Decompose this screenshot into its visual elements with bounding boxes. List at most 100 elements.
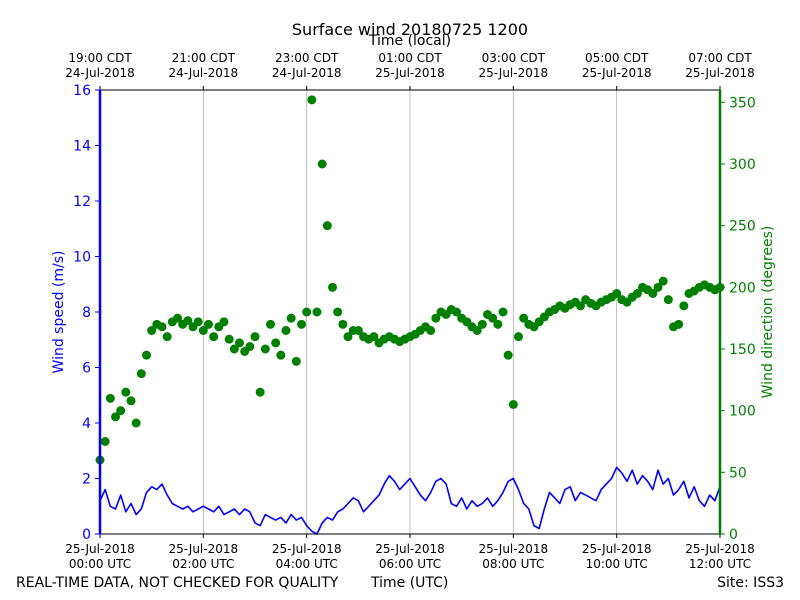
x-tick-label-time: 06:00 UTC <box>379 557 441 571</box>
y-tick-label: 14 <box>73 139 91 155</box>
x-tick-label-date: 25-Jul-2018 <box>65 542 135 556</box>
x2-tick-label-time: 21:00 CDT <box>172 51 236 65</box>
wind-direction-point <box>224 334 234 344</box>
wind-direction-point <box>519 313 529 323</box>
y2-tick-label: 250 <box>729 219 756 235</box>
wind-direction-point <box>488 313 498 323</box>
y2-tick-label: 350 <box>729 95 756 111</box>
y2-tick-label: 0 <box>729 527 738 543</box>
wind-direction-point <box>116 406 126 416</box>
wind-direction-series <box>95 95 725 465</box>
x2-tick-label-time: 01:00 CDT <box>378 51 442 65</box>
wind-direction-point <box>426 326 436 335</box>
wind-speed-line <box>99 466 721 535</box>
y-tick-label: 16 <box>73 83 91 99</box>
x2-tick-label-time: 03:00 CDT <box>482 51 546 65</box>
y2-tick-label: 100 <box>729 404 756 420</box>
x2-tick-label-time: 23:00 CDT <box>275 51 339 65</box>
wind-direction-point <box>105 393 115 403</box>
wind-direction-point <box>250 332 260 342</box>
wind-direction-point <box>157 322 167 332</box>
wind-direction-point <box>286 313 296 323</box>
y-tick-label: 0 <box>82 527 91 543</box>
wind-direction-point <box>126 396 136 406</box>
x2-tick-label-date: 24-Jul-2018 <box>65 66 135 80</box>
x-tick-label-date: 25-Jul-2018 <box>169 542 239 556</box>
wind-direction-point <box>648 289 658 298</box>
y-axis-label: Wind speed (m/s) <box>51 251 67 374</box>
wind-direction-point <box>493 319 503 329</box>
x-tick-label-time: 12:00 UTC <box>689 557 751 571</box>
wind-direction-point <box>235 338 244 348</box>
wind-direction-point <box>131 418 141 428</box>
wind-direction-point <box>312 307 322 317</box>
wind-direction-point <box>431 313 441 323</box>
wind-direction-point <box>209 332 219 342</box>
wind-direction-point <box>472 326 482 335</box>
wind-direction-point <box>343 332 353 342</box>
x2-tick-label-time: 07:00 CDT <box>688 51 752 65</box>
wind-direction-point <box>297 319 306 329</box>
site-label: Site: ISS3 <box>717 575 784 591</box>
wind-direction-point <box>111 412 120 422</box>
y-tick-label: 10 <box>73 250 91 266</box>
wind-direction-point <box>514 332 523 342</box>
x2-tick-label-date: 25-Jul-2018 <box>375 66 445 80</box>
y2-tick-label: 300 <box>729 157 756 173</box>
wind-direction-point <box>136 369 146 379</box>
wind-direction-point <box>198 326 208 335</box>
wind-direction-point <box>498 307 508 317</box>
wind-direction-point <box>679 301 689 311</box>
x-tick-label-time: 02:00 UTC <box>172 557 234 571</box>
chart-title: Surface wind 20180725 1200 <box>291 20 529 39</box>
x2-tick-label-date: 24-Jul-2018 <box>272 66 342 80</box>
wind-direction-point <box>632 289 642 298</box>
wind-direction-point <box>477 319 487 329</box>
wind-direction-point <box>328 282 337 292</box>
wind-direction-point <box>307 95 317 105</box>
wind-direction-point <box>333 307 343 317</box>
wind-direction-point <box>503 350 513 360</box>
left-axis-ticks: 0 2 4 6 8 10 12 14 16 <box>73 83 100 543</box>
y2-tick-label: 200 <box>729 280 756 296</box>
x-tick-label-time: 04:00 UTC <box>276 557 338 571</box>
wind-direction-point <box>653 282 663 292</box>
x-tick-label-date: 25-Jul-2018 <box>375 542 445 556</box>
x-tick-label-time: 08:00 UTC <box>482 557 544 571</box>
wind-direction-point <box>353 326 363 335</box>
wind-direction-point <box>219 317 229 327</box>
wind-direction-point <box>338 319 348 329</box>
y2-axis-label: Wind direction (degrees) <box>760 226 776 399</box>
wind-direction-point <box>317 159 327 169</box>
wind-direction-point <box>302 307 312 317</box>
wind-direction-point <box>612 289 622 298</box>
wind-direction-point <box>369 332 379 342</box>
wind-direction-point <box>183 316 193 326</box>
wind-direction-point <box>271 338 281 348</box>
wind-direction-point <box>173 313 182 323</box>
y2-tick-label: 150 <box>729 342 756 358</box>
vertical-grid <box>99 90 721 534</box>
x-tick-label-date: 25-Jul-2018 <box>582 542 652 556</box>
wind-direction-point <box>245 342 255 352</box>
x-tick-label-date: 25-Jul-2018 <box>479 542 549 556</box>
wind-direction-point <box>276 350 286 360</box>
x-tick-label-time: 10:00 UTC <box>586 557 648 571</box>
wind-direction-point <box>266 319 275 329</box>
wind-direction-point <box>193 317 203 327</box>
wind-direction-point <box>291 356 301 366</box>
y-tick-label: 12 <box>73 194 91 210</box>
y-tick-label: 6 <box>82 361 91 377</box>
x2-tick-label-date: 25-Jul-2018 <box>685 66 755 80</box>
x2-tick-label-date: 25-Jul-2018 <box>582 66 652 80</box>
wind-direction-point <box>658 276 668 286</box>
wind-direction-point <box>147 326 157 335</box>
x2-tick-label-time: 05:00 CDT <box>585 51 649 65</box>
wind-direction-point <box>576 301 585 311</box>
wind-direction-point <box>229 344 239 354</box>
wind-direction-point <box>663 295 673 305</box>
wind-direction-point <box>142 350 151 360</box>
wind-direction-point <box>162 332 172 342</box>
